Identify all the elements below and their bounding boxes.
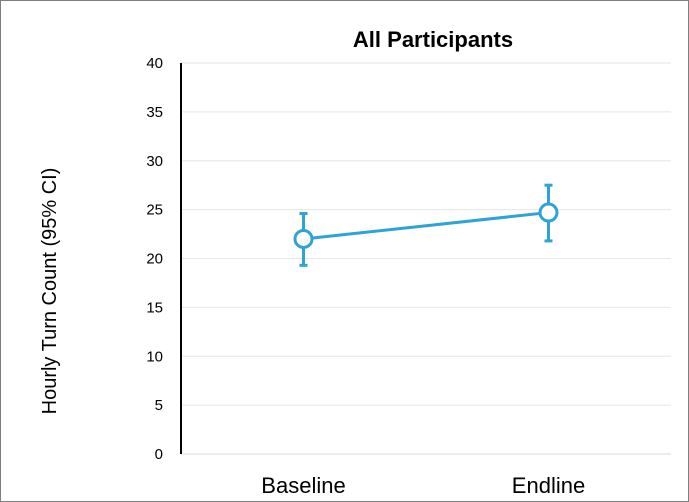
x-tick-label: Baseline xyxy=(261,473,345,498)
y-tick-label: 20 xyxy=(146,251,163,268)
y-tick-label: 40 xyxy=(146,55,163,72)
x-tick-label: Endline xyxy=(512,473,585,498)
y-tick-label: 15 xyxy=(146,299,163,316)
x-tick-labels: Baseline Endline xyxy=(261,473,585,498)
chart-title: All Participants xyxy=(353,27,513,52)
series-line xyxy=(303,211,549,241)
y-tick-label: 10 xyxy=(146,348,163,365)
y-tick-labels: 0 5 10 15 20 25 30 35 40 xyxy=(146,55,163,463)
y-tick-label: 5 xyxy=(155,397,163,414)
y-tick-label: 35 xyxy=(146,104,163,121)
gridlines xyxy=(181,62,671,455)
y-tick-label: 25 xyxy=(146,202,163,219)
y-tick-label: 30 xyxy=(146,153,163,170)
series-layer xyxy=(293,183,559,267)
data-point xyxy=(293,228,314,249)
y-tick-label: 0 xyxy=(155,446,163,463)
y-axis-title: Hourly Turn Count (95% CI) xyxy=(39,168,61,415)
data-point xyxy=(538,202,559,223)
